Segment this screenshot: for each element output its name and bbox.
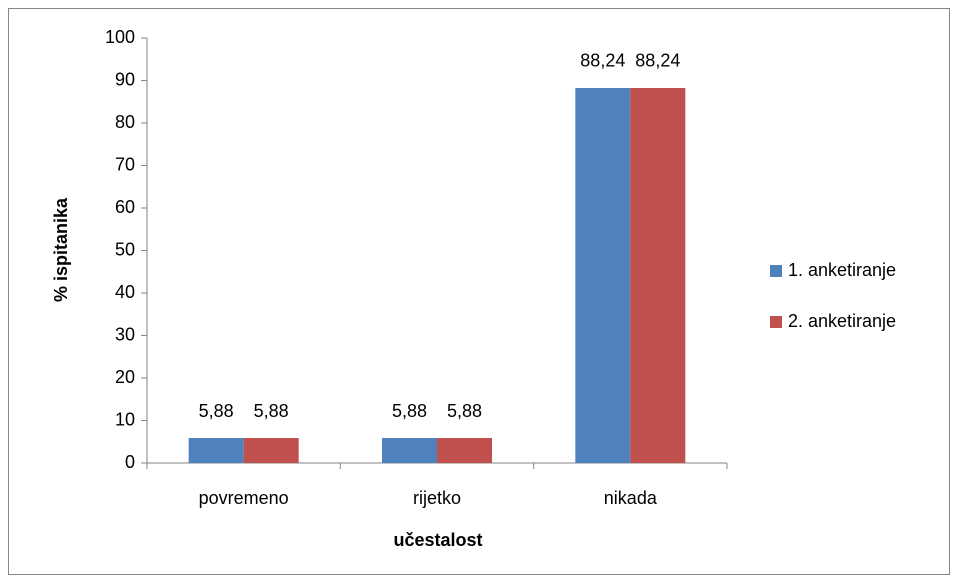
legend-label: 1. anketiranje — [788, 260, 896, 280]
y-tick-label: 80 — [115, 112, 135, 132]
bar — [243, 438, 299, 463]
y-tick-label: 70 — [115, 154, 135, 174]
y-tick-label: 0 — [125, 452, 135, 472]
y-tick-label: 40 — [115, 282, 135, 302]
bar — [382, 438, 437, 463]
legend-swatch — [770, 265, 782, 277]
data-label: 5,88 — [254, 401, 289, 421]
y-tick-label: 10 — [115, 409, 135, 429]
y-tick-label: 30 — [115, 324, 135, 344]
y-tick-label: 60 — [115, 197, 135, 217]
data-label: 5,88 — [199, 401, 234, 421]
y-tick-label: 100 — [105, 27, 135, 47]
x-tick-label: nikada — [604, 488, 658, 508]
data-label: 88,24 — [635, 51, 680, 71]
bar — [437, 438, 492, 463]
bar — [188, 438, 244, 463]
chart-frame — [8, 8, 950, 575]
legend-label: 2. anketiranje — [788, 311, 896, 331]
y-tick-label: 50 — [115, 239, 135, 259]
data-label: 5,88 — [392, 401, 427, 421]
data-label: 5,88 — [447, 401, 482, 421]
x-tick-label: rijetko — [413, 488, 461, 508]
y-tick-label: 90 — [115, 69, 135, 89]
data-label: 88,24 — [580, 51, 625, 71]
x-axis-title: učestalost — [393, 530, 482, 550]
x-tick-label: povremeno — [199, 488, 289, 508]
bar — [575, 87, 631, 463]
y-tick-label: 20 — [115, 367, 135, 387]
legend-swatch — [770, 316, 782, 328]
y-axis-title: % ispitanika — [51, 197, 71, 302]
bar — [630, 87, 686, 463]
